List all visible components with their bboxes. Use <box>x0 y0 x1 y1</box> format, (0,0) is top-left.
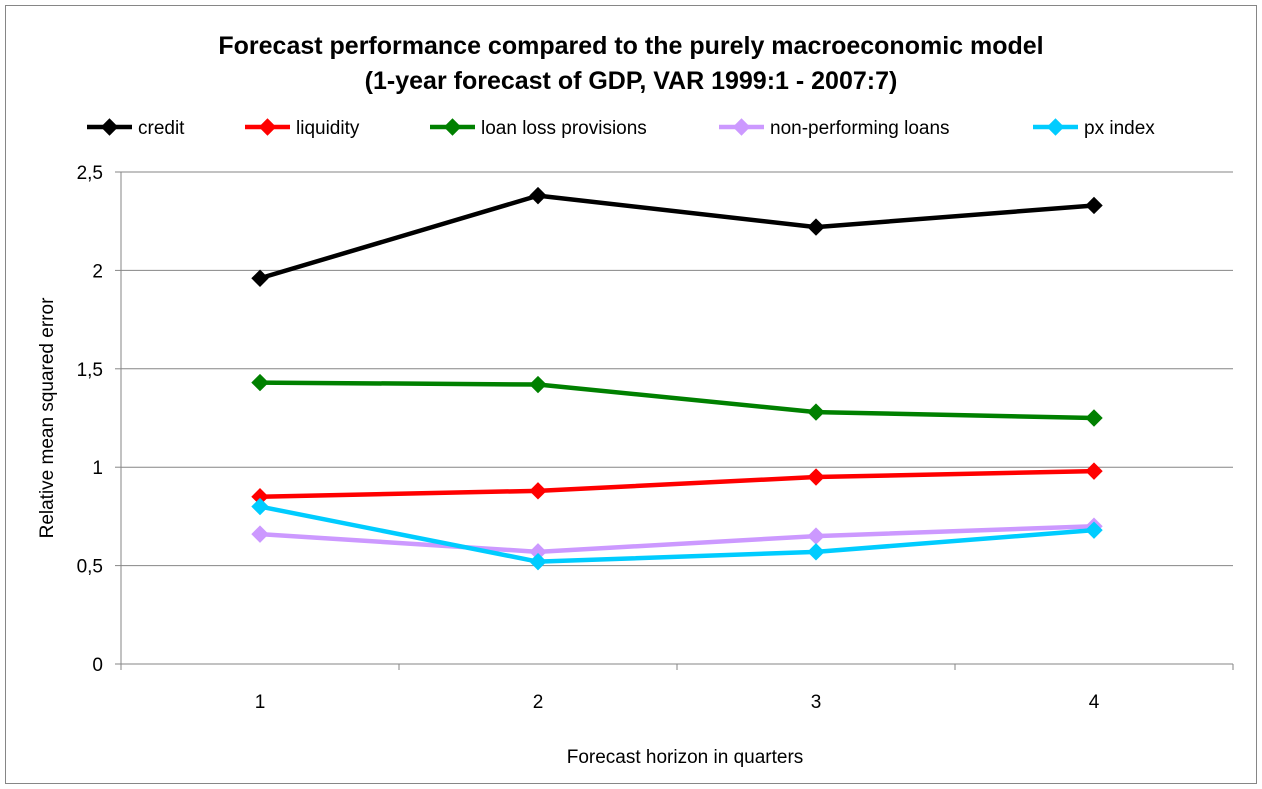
x-tick-label: 4 <box>1089 692 1100 713</box>
y-tick-labels: 0 0,5 1 1,5 2 2,5 <box>77 163 103 676</box>
legend: credit liquidity loan loss provisions non-p… <box>87 118 1155 139</box>
data-point-px-index <box>529 552 547 571</box>
series-line-credit <box>259 193 1095 281</box>
data-point-liquidity <box>807 468 825 486</box>
data-point-px-index <box>251 497 269 516</box>
x-tick-labels: 1 2 3 4 <box>255 692 1100 713</box>
y-tick-label: 2,5 <box>77 163 103 184</box>
legend-label: px index <box>1084 118 1155 139</box>
series-lines <box>251 186 1103 571</box>
gridlines <box>121 171 1233 567</box>
x-axis-title: Forecast horizon in quarters <box>567 747 804 768</box>
x-tick-label: 1 <box>255 692 266 713</box>
legend-swatch-marker <box>1046 118 1065 136</box>
legend-item-liquidity: liquidity <box>245 118 360 139</box>
data-point-loan-loss-provisions <box>529 375 547 394</box>
y-tick-label: 2 <box>92 261 103 282</box>
data-point-credit <box>529 186 547 205</box>
legend-item-px-index: px index <box>1033 118 1155 139</box>
data-point-px-index <box>807 543 825 561</box>
legend-item-non-performing-loans: non-performing loans <box>719 118 950 139</box>
x-tick-label: 3 <box>811 692 822 713</box>
legend-label: liquidity <box>296 118 360 139</box>
axes <box>115 171 1234 670</box>
chart-subtitle: (1-year forecast of GDP, VAR 1999:1 - 20… <box>365 67 898 95</box>
legend-item-credit: credit <box>87 118 185 139</box>
legend-label: loan loss provisions <box>481 118 647 139</box>
data-point-non-performing-loans <box>251 525 269 543</box>
x-tick-label: 2 <box>533 692 544 713</box>
legend-swatch-marker <box>100 118 119 136</box>
legend-label: non-performing loans <box>770 118 950 139</box>
legend-item-loan-loss-provisions: loan loss provisions <box>430 118 647 139</box>
y-tick-label: 1,5 <box>77 360 103 381</box>
y-tick-label: 0,5 <box>77 557 103 578</box>
data-point-credit <box>807 218 825 236</box>
legend-swatch-marker <box>258 118 277 136</box>
data-point-liquidity <box>529 482 547 500</box>
data-point-liquidity <box>1085 462 1103 480</box>
y-tick-label: 1 <box>92 458 103 479</box>
data-point-credit <box>1085 196 1103 215</box>
data-point-loan-loss-provisions <box>807 403 825 421</box>
data-point-non-performing-loans <box>807 527 825 545</box>
y-axis-title: Relative mean squared error <box>37 297 58 538</box>
data-point-loan-loss-provisions <box>1085 409 1103 427</box>
legend-label: credit <box>138 118 185 139</box>
series-line-px-index <box>259 504 1095 564</box>
series-line-loan-loss-provisions <box>259 380 1095 421</box>
y-tick-label: 0 <box>92 655 103 676</box>
legend-swatch-marker <box>443 118 462 136</box>
series-line-non-performing-loans <box>259 523 1095 555</box>
data-point-credit <box>251 269 269 287</box>
series-line-liquidity <box>259 468 1095 499</box>
chart-title: Forecast performance compared to the pur… <box>218 32 1043 60</box>
data-point-loan-loss-provisions <box>251 373 269 392</box>
legend-swatch-marker <box>732 118 751 136</box>
data-point-px-index <box>1085 521 1103 539</box>
